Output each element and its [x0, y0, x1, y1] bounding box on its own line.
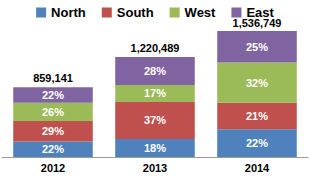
svg-text:29%: 29%: [42, 125, 64, 137]
svg-text:2014: 2014: [245, 162, 270, 174]
svg-text:26%: 26%: [42, 106, 64, 118]
svg-text:859,141: 859,141: [33, 72, 73, 84]
svg-text:22%: 22%: [246, 137, 268, 149]
svg-text:17%: 17%: [144, 87, 166, 99]
svg-text:28%: 28%: [144, 65, 166, 77]
svg-text:West: West: [185, 5, 216, 20]
svg-text:25%: 25%: [246, 41, 268, 53]
svg-text:North: North: [51, 5, 86, 20]
svg-text:22%: 22%: [42, 89, 64, 101]
svg-text:1,220,489: 1,220,489: [131, 42, 180, 54]
svg-text:1,536,749: 1,536,749: [232, 16, 282, 29]
svg-text:22%: 22%: [42, 143, 64, 155]
svg-text:37%: 37%: [144, 114, 166, 126]
svg-text:32%: 32%: [246, 77, 268, 89]
svg-text:South: South: [117, 5, 154, 20]
svg-text:2013: 2013: [143, 162, 167, 174]
svg-text:18%: 18%: [144, 142, 166, 154]
svg-text:2012: 2012: [41, 162, 65, 174]
svg-text:21%: 21%: [246, 110, 268, 122]
svg-text:East: East: [246, 5, 274, 20]
